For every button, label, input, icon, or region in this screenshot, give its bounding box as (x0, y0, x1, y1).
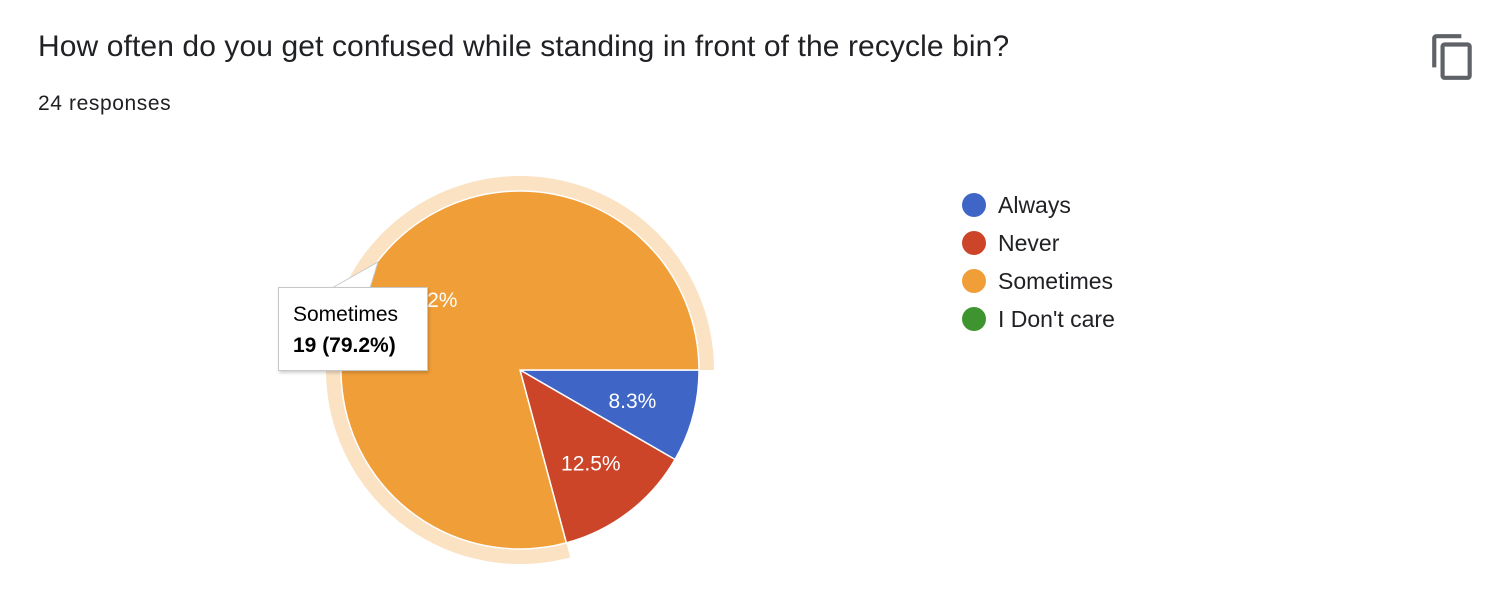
chart-legend: Always Never Sometimes I Don't care (962, 186, 1115, 338)
legend-item-sometimes[interactable]: Sometimes (962, 262, 1115, 300)
tooltip-category: Sometimes (293, 303, 399, 326)
tooltip-value: 19 (79.2%) (293, 334, 396, 357)
legend-label: Always (998, 191, 1071, 218)
legend-item-i-don-t-care[interactable]: I Don't care (962, 300, 1115, 338)
legend-swatch (962, 307, 986, 331)
slice-label-always: 8.3% (608, 390, 656, 413)
slice-label-never: 12.5% (561, 452, 621, 475)
tooltip-pointer (330, 260, 379, 289)
legend-swatch (962, 193, 986, 217)
legend-label: Sometimes (998, 267, 1114, 294)
question-title: How often do you get confused while stan… (38, 30, 1010, 63)
pie-slice-sometimes[interactable] (340, 190, 700, 550)
response-count: 24 responses (38, 92, 172, 115)
slice-tooltip: Sometimes 19 (79.2%) (278, 287, 428, 371)
pie-slice-always[interactable] (517, 369, 700, 461)
legend-label: I Don't care (998, 305, 1115, 332)
legend-swatch (962, 231, 986, 255)
legend-item-always[interactable]: Always (962, 186, 1115, 224)
legend-swatch (962, 269, 986, 293)
pie-slice-never[interactable] (518, 368, 677, 544)
copy-chart-button[interactable] (1428, 32, 1478, 82)
legend-label: Never (998, 229, 1060, 256)
copy-icon (1432, 34, 1472, 80)
legend-item-never[interactable]: Never (962, 224, 1115, 262)
